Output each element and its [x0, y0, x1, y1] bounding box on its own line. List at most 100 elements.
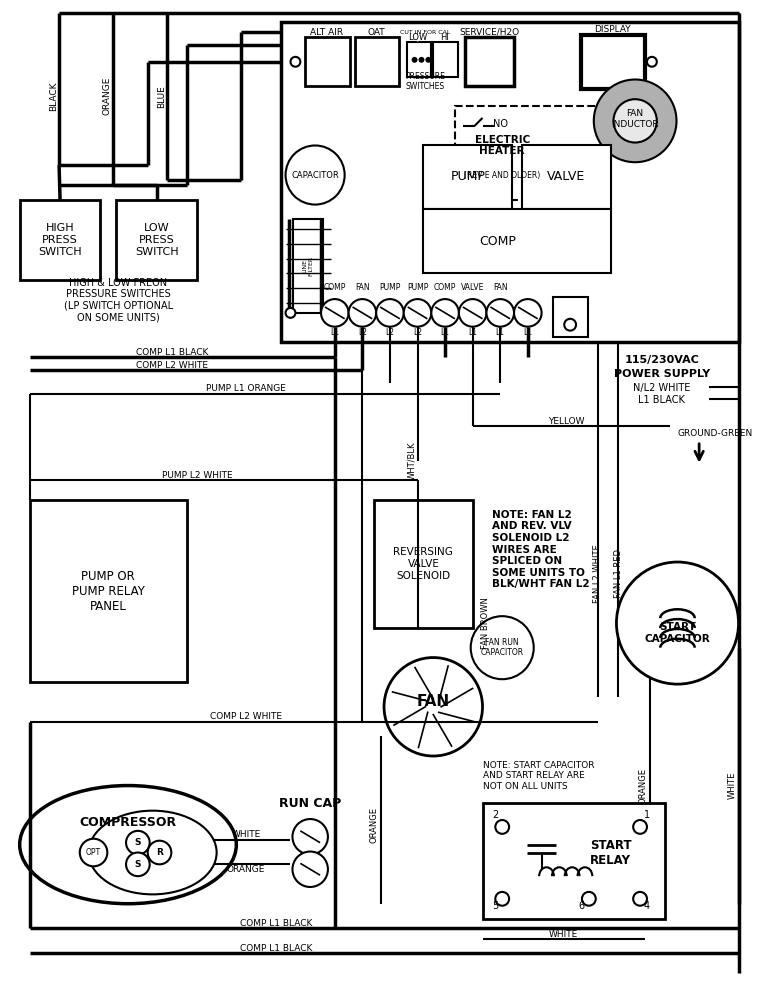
Text: HIGH
PRESS
SWITCH: HIGH PRESS SWITCH [38, 224, 82, 256]
Text: (REV E AND OLDER): (REV E AND OLDER) [464, 171, 541, 180]
Text: ELECTRIC
HEATER: ELECTRIC HEATER [475, 135, 530, 157]
Circle shape [633, 892, 647, 906]
Text: PUMP L1 ORANGE: PUMP L1 ORANGE [207, 384, 286, 393]
Text: COMP L1 BLACK: COMP L1 BLACK [240, 943, 312, 952]
Circle shape [514, 299, 541, 326]
Ellipse shape [88, 810, 217, 894]
Text: L2: L2 [358, 328, 367, 337]
Bar [407, 42, 432, 77]
Text: COMP L1 BLACK: COMP L1 BLACK [136, 347, 209, 356]
Text: L1: L1 [468, 328, 477, 337]
Bar [374, 500, 472, 628]
Text: WHITE: WHITE [548, 930, 578, 939]
Text: POWER SUPPLY: POWER SUPPLY [614, 369, 710, 379]
Text: OAT: OAT [367, 28, 385, 37]
Text: 5: 5 [492, 900, 498, 911]
Text: REVERSING
VALVE
SOLENOID: REVERSING VALVE SOLENOID [393, 547, 453, 581]
Text: HI: HI [439, 33, 449, 42]
Text: PUMP: PUMP [450, 171, 485, 184]
Text: COMP L2 WHITE: COMP L2 WHITE [137, 360, 208, 369]
Circle shape [614, 99, 657, 143]
Text: 6: 6 [578, 900, 584, 911]
Text: L1: L1 [495, 328, 505, 337]
Text: COMP: COMP [479, 235, 516, 248]
Text: FAN: FAN [355, 282, 369, 291]
Text: DISPLAY: DISPLAY [594, 25, 631, 34]
Text: ALT AIR: ALT AIR [310, 28, 343, 37]
Circle shape [376, 299, 404, 326]
Text: START
RELAY: START RELAY [590, 838, 631, 866]
Text: L1: L1 [330, 328, 339, 337]
Text: ORANGE: ORANGE [369, 807, 379, 843]
Circle shape [495, 820, 509, 833]
Text: 2: 2 [492, 810, 498, 820]
Bar [433, 42, 458, 77]
Text: COMP L1 BLACK: COMP L1 BLACK [240, 919, 312, 928]
Bar [355, 37, 399, 87]
Text: PUMP L2 WHITE: PUMP L2 WHITE [161, 471, 232, 480]
Text: PUMP: PUMP [379, 282, 401, 291]
Circle shape [404, 299, 432, 326]
Text: 4: 4 [644, 900, 650, 911]
Text: GROUND-GREEN: GROUND-GREEN [677, 428, 753, 437]
Circle shape [293, 851, 328, 887]
Bar [455, 106, 604, 200]
Bar [465, 37, 514, 87]
Bar [554, 297, 588, 336]
Bar [293, 220, 323, 313]
Text: S: S [134, 860, 141, 869]
Circle shape [80, 838, 108, 866]
Bar [423, 210, 611, 273]
Circle shape [349, 299, 376, 326]
Circle shape [419, 57, 425, 63]
Text: FAN: FAN [493, 282, 508, 291]
Text: WHITE: WHITE [232, 830, 261, 839]
Circle shape [425, 57, 432, 63]
Text: HIGH & LOW FREON
PRESSURE SWITCHES
(LP SWITCH OPTIONAL
ON SOME UNITS): HIGH & LOW FREON PRESSURE SWITCHES (LP S… [64, 277, 173, 322]
Text: BLUE: BLUE [157, 85, 166, 108]
Circle shape [486, 299, 514, 326]
Circle shape [633, 820, 647, 833]
Text: VALVE: VALVE [547, 171, 585, 184]
Bar [20, 200, 101, 280]
Circle shape [495, 892, 509, 906]
Circle shape [617, 562, 739, 684]
Text: FAN: FAN [417, 695, 450, 710]
Text: LOW: LOW [408, 33, 427, 42]
Circle shape [126, 852, 150, 876]
Text: COMP: COMP [434, 282, 456, 291]
Text: CAPACITOR: CAPACITOR [291, 171, 339, 180]
Text: PRESSURE
SWITCHES: PRESSURE SWITCHES [406, 72, 445, 91]
Bar [482, 803, 664, 919]
Circle shape [384, 658, 482, 756]
Text: ORANGE: ORANGE [638, 767, 647, 803]
Text: YELLOW: YELLOW [548, 417, 584, 426]
Circle shape [412, 57, 418, 63]
Bar [29, 500, 187, 683]
Circle shape [459, 299, 486, 326]
Circle shape [647, 57, 657, 67]
Text: WHITE: WHITE [728, 771, 737, 799]
Circle shape [286, 308, 296, 317]
Text: CUT JN FOR CAL: CUT JN FOR CAL [406, 37, 445, 42]
Text: WHT/BLK: WHT/BLK [407, 441, 416, 480]
Text: START
CAPACITOR: START CAPACITOR [644, 622, 710, 644]
Circle shape [147, 840, 171, 864]
Text: L2: L2 [386, 328, 395, 337]
Text: LINE
FILTER: LINE FILTER [303, 255, 313, 275]
Bar [280, 22, 739, 342]
Circle shape [290, 57, 300, 67]
Text: CUT IN FOR CAL: CUT IN FOR CAL [400, 30, 451, 35]
Bar [581, 35, 645, 90]
Text: COMP: COMP [323, 282, 346, 291]
Text: NOTE: FAN L2
AND REV. VLV
SOLENOID L2
WIRES ARE
SPLICED ON
SOME UNITS TO
BLK/WHT: NOTE: FAN L2 AND REV. VLV SOLENOID L2 WI… [492, 510, 590, 590]
Circle shape [126, 831, 150, 854]
Circle shape [286, 146, 345, 205]
Text: OPT: OPT [86, 848, 101, 857]
Text: NOTE: START CAPACITOR
AND START RELAY ARE
NOT ON ALL UNITS: NOTE: START CAPACITOR AND START RELAY AR… [482, 760, 594, 790]
Text: S: S [134, 838, 141, 847]
Text: PUMP OR
PUMP RELAY
PANEL: PUMP OR PUMP RELAY PANEL [72, 570, 144, 613]
Circle shape [432, 299, 459, 326]
Text: COMP L2 WHITE: COMP L2 WHITE [210, 713, 282, 722]
Circle shape [582, 892, 596, 906]
